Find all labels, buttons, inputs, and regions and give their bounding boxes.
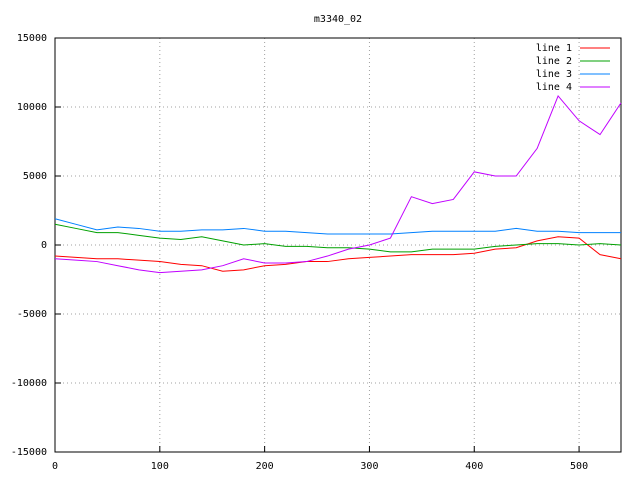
legend-label: line 2 xyxy=(536,56,572,67)
series-line xyxy=(54,223,622,253)
y-tick-label: 15000 xyxy=(17,33,47,44)
x-tick-label: 100 xyxy=(151,461,169,472)
x-tick-label: 400 xyxy=(465,461,483,472)
legend-label: line 4 xyxy=(536,82,572,93)
y-tick-label: -10000 xyxy=(11,378,47,389)
x-tick-label: 500 xyxy=(570,461,588,472)
legend-label: line 3 xyxy=(536,69,572,80)
series-line xyxy=(54,218,621,235)
y-tick-label: -15000 xyxy=(11,447,47,458)
y-tick-label: 10000 xyxy=(17,102,47,113)
x-tick-label: 200 xyxy=(256,461,274,472)
x-tick-label: 300 xyxy=(360,461,378,472)
x-tick-label: 0 xyxy=(52,461,58,472)
series-line xyxy=(54,95,622,274)
chart-title: m3340_02 xyxy=(314,14,362,25)
y-tick-label: 0 xyxy=(41,240,47,251)
series-line xyxy=(54,236,622,272)
y-tick-label: -5000 xyxy=(17,309,47,320)
y-tick-label: 5000 xyxy=(23,171,47,182)
legend-label: line 1 xyxy=(536,43,572,54)
